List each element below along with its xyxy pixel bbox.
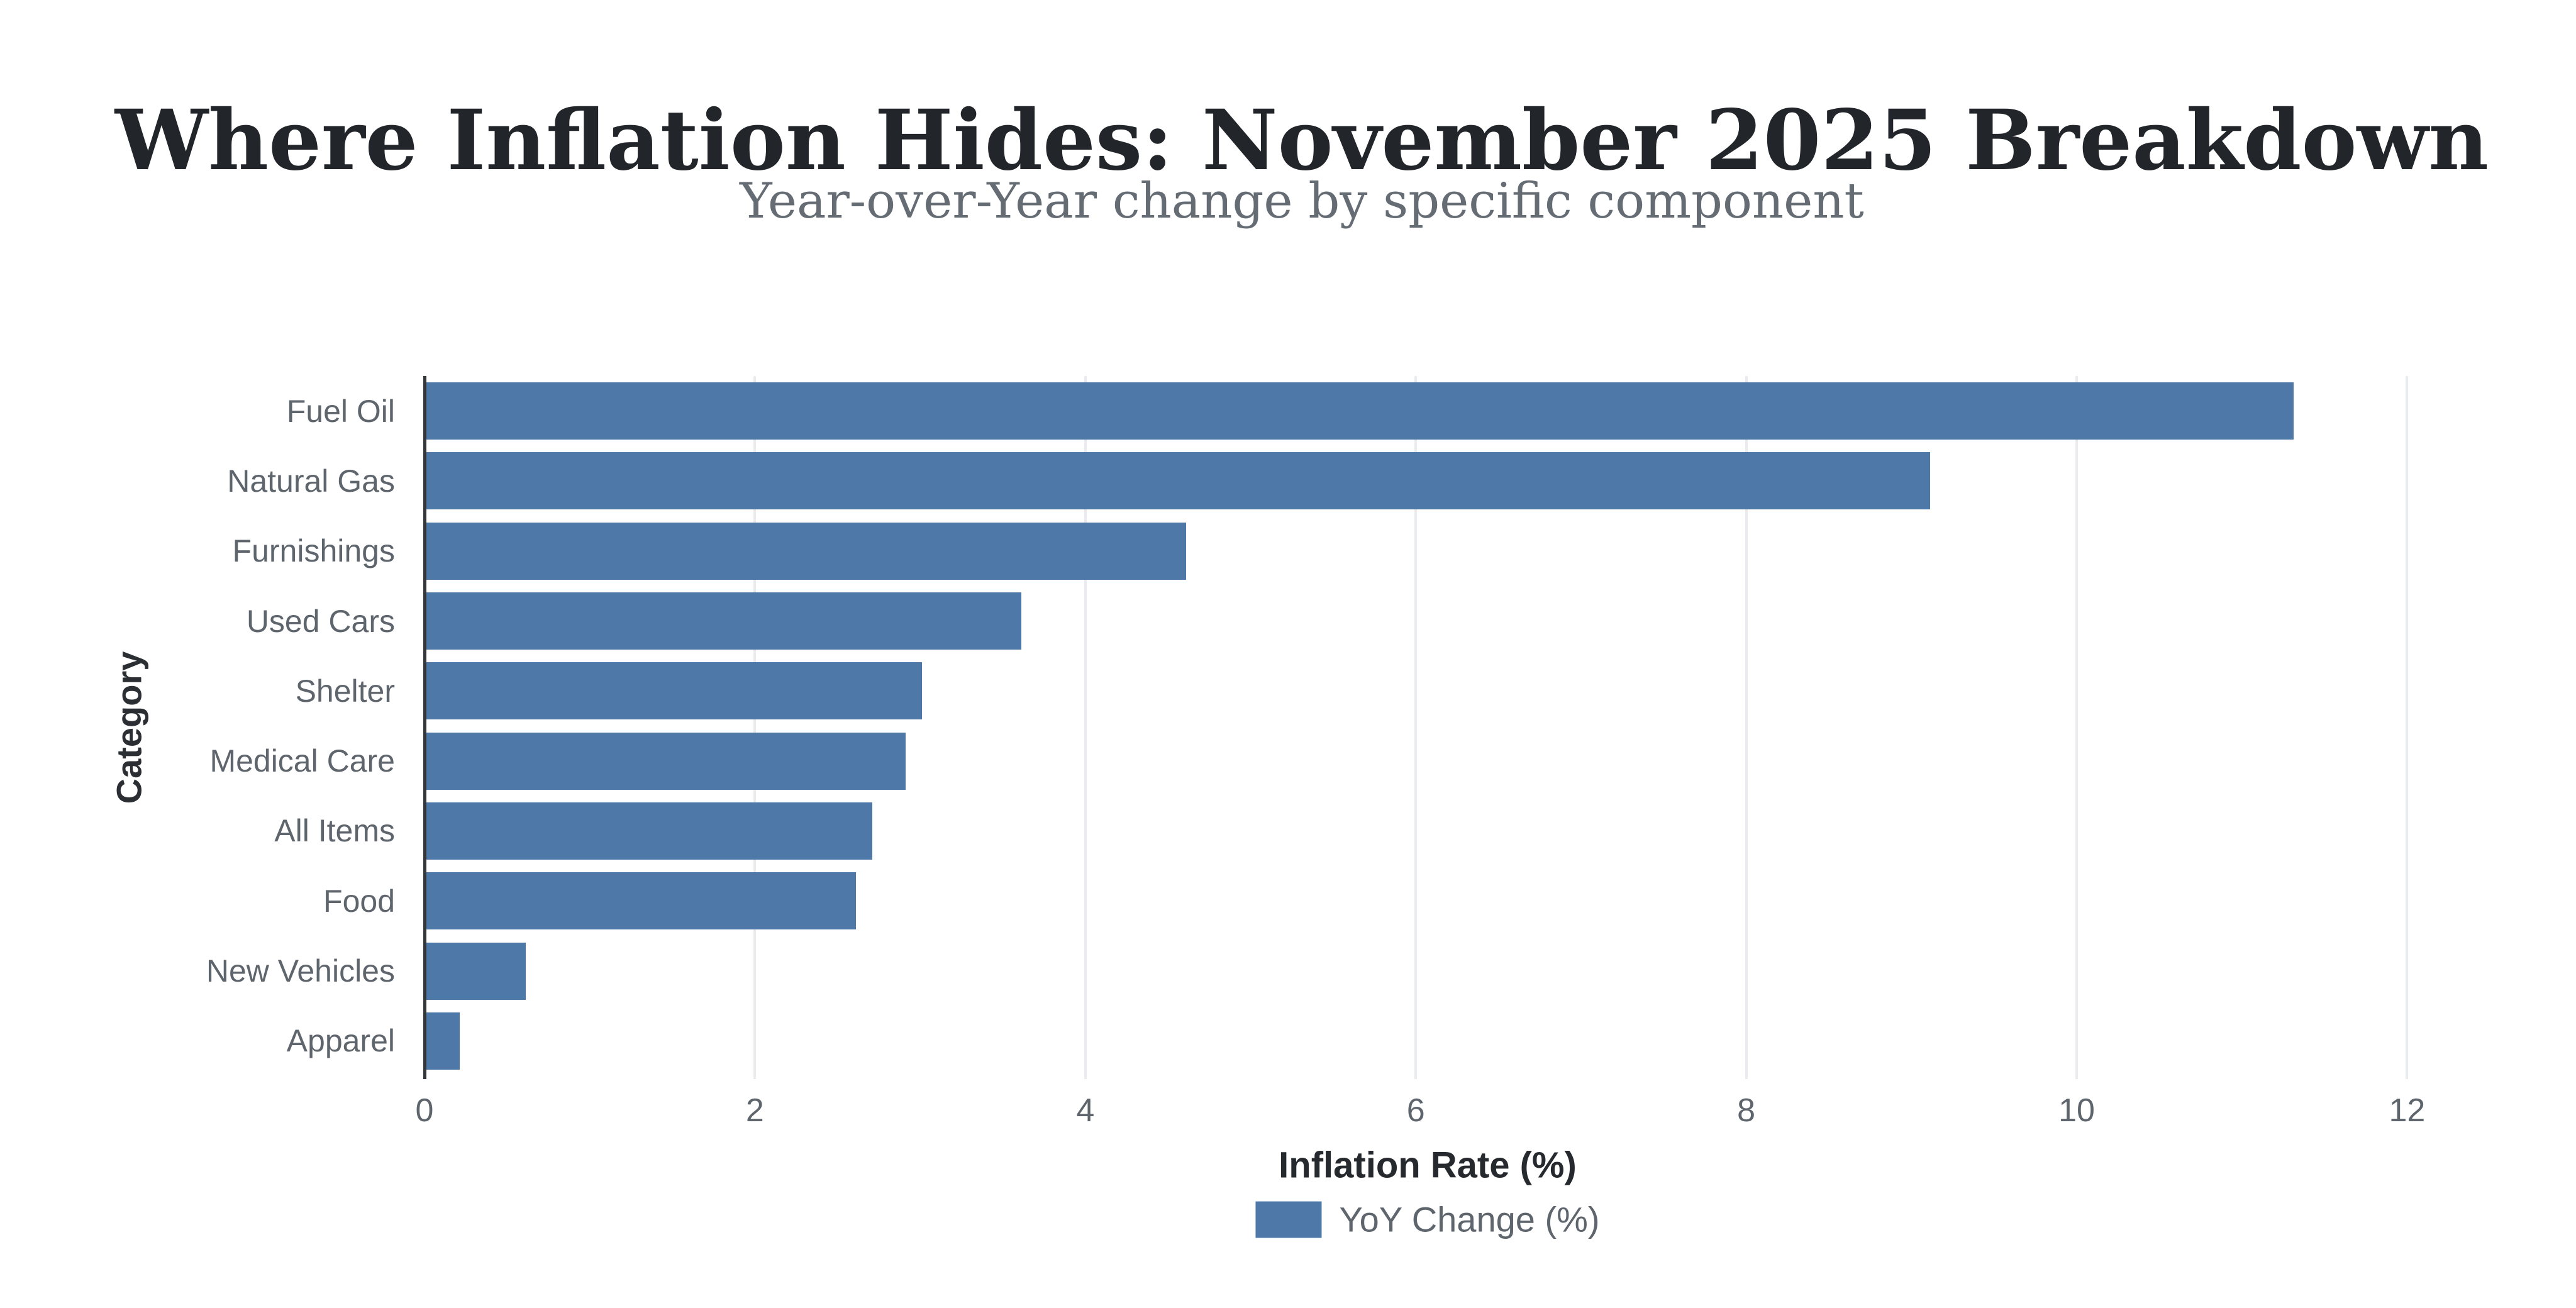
y-tick-label-medical-care: Medical Care <box>209 743 395 779</box>
y-axis-title: Category <box>109 651 149 804</box>
legend-swatch-icon <box>1255 1201 1322 1238</box>
y-tick-label-shelter: Shelter <box>295 673 395 709</box>
y-tick-label-food: Food <box>323 883 395 919</box>
gridline-x-10 <box>2075 376 2078 1079</box>
bar-fuel-oil[interactable] <box>426 382 2294 440</box>
plot-area <box>423 376 2446 1079</box>
x-tick-label-10: 10 <box>2058 1092 2095 1129</box>
legend-item[interactable]: YoY Change (%) <box>1255 1199 1600 1240</box>
y-tick-label-furnishings: Furnishings <box>232 533 395 569</box>
x-tick-label-12: 12 <box>2389 1092 2426 1129</box>
x-tick-label-2: 2 <box>745 1092 764 1129</box>
bar-natural-gas[interactable] <box>426 452 1930 510</box>
gridline-x-2 <box>753 376 757 1079</box>
x-axis-title: Inflation Rate (%) <box>1279 1144 1577 1186</box>
y-tick-label-apparel: Apparel <box>286 1023 395 1059</box>
gridline-x-8 <box>1745 376 1748 1079</box>
bar-all-items[interactable] <box>426 802 873 860</box>
bar-furnishings[interactable] <box>426 522 1187 580</box>
x-tick-label-8: 8 <box>1737 1092 1756 1129</box>
y-axis-line <box>423 376 426 1079</box>
x-tick-label-6: 6 <box>1406 1092 1425 1129</box>
bar-used-cars[interactable] <box>426 592 1021 650</box>
bar-medical-care[interactable] <box>426 732 906 790</box>
chart-title: Where Inflation Hides: November 2025 Bre… <box>114 92 2489 189</box>
gridline-x-12 <box>2406 376 2409 1079</box>
y-tick-label-fuel-oil: Fuel Oil <box>286 393 395 429</box>
chart-subtitle: Year-over-Year change by specific compon… <box>740 173 1864 230</box>
bar-shelter[interactable] <box>426 662 923 720</box>
legend-label: YoY Change (%) <box>1339 1199 1600 1239</box>
bar-new-vehicles[interactable] <box>426 942 526 1000</box>
x-tick-label-4: 4 <box>1076 1092 1095 1129</box>
y-tick-label-new-vehicles: New Vehicles <box>206 953 395 989</box>
x-tick-label-0: 0 <box>415 1092 434 1129</box>
bar-apparel[interactable] <box>426 1012 460 1070</box>
y-tick-label-used-cars: Used Cars <box>246 603 395 639</box>
y-tick-label-natural-gas: Natural Gas <box>227 463 395 499</box>
gridline-x-4 <box>1084 376 1087 1079</box>
y-tick-label-all-items: All Items <box>274 813 395 849</box>
gridline-x-6 <box>1414 376 1418 1079</box>
bar-food[interactable] <box>426 872 857 930</box>
